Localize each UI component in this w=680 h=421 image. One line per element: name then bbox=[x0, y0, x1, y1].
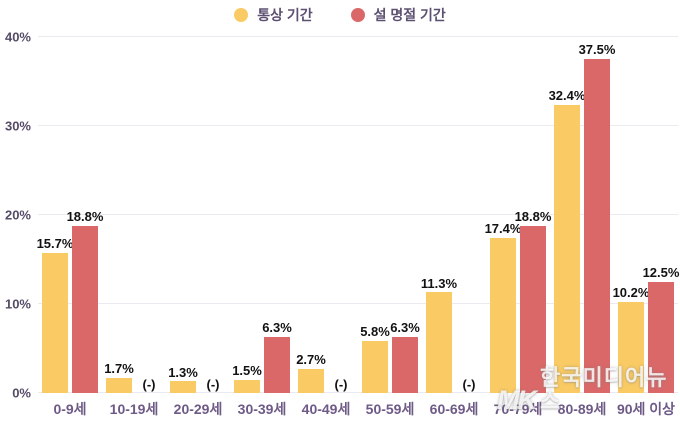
bar-slot: 6.3% bbox=[262, 37, 292, 393]
data-label: 5.8% bbox=[360, 324, 390, 340]
gridline bbox=[38, 392, 678, 393]
bar bbox=[298, 368, 324, 393]
data-label: 12.5% bbox=[642, 264, 680, 280]
missing-value-label: (-) bbox=[462, 377, 476, 392]
legend-item-holiday-period: 설 명절 기간 bbox=[350, 5, 446, 25]
bar-slot: (-) bbox=[200, 37, 226, 393]
bar bbox=[362, 341, 388, 393]
bar bbox=[648, 281, 674, 393]
x-tick-label: 50-59세 bbox=[365, 401, 415, 417]
data-label: 2.7% bbox=[296, 352, 326, 368]
x-tick-label: 60-69세 bbox=[429, 401, 479, 417]
bar bbox=[392, 336, 418, 393]
data-label: 15.7% bbox=[36, 236, 74, 252]
gridline bbox=[38, 303, 678, 304]
x-tick-label: 10-19세 bbox=[109, 401, 159, 417]
data-label: 18.8% bbox=[514, 208, 552, 224]
gridline bbox=[38, 125, 678, 126]
x-tick-label: 20-29세 bbox=[173, 401, 223, 417]
bar bbox=[618, 302, 644, 393]
bar bbox=[520, 225, 546, 393]
data-label: 10.2% bbox=[612, 285, 650, 301]
bar-slot: 18.8% bbox=[67, 37, 103, 393]
bar bbox=[42, 253, 68, 393]
bar-slot: 15.7% bbox=[37, 37, 73, 393]
x-tick-label: 40-49세 bbox=[301, 401, 351, 417]
legend-item-normal-period: 통상 기간 bbox=[234, 5, 313, 25]
bar bbox=[170, 381, 196, 393]
x-tick-label: 90세 이상 bbox=[616, 401, 676, 417]
bar-slot: 11.3% bbox=[421, 37, 457, 393]
bar-slot: 6.3% bbox=[390, 37, 420, 393]
bar-group: 1.5% 6.3% 30-39세 bbox=[230, 37, 294, 417]
missing-value-label: (-) bbox=[142, 377, 156, 392]
gridline bbox=[38, 214, 678, 215]
data-label: 17.4% bbox=[484, 221, 522, 237]
bar bbox=[490, 238, 516, 393]
x-tick-label: 70-79세 bbox=[493, 401, 543, 417]
bar-slot: (-) bbox=[136, 37, 162, 393]
bar bbox=[264, 336, 290, 393]
bar-group: 1.3% (-) 20-29세 bbox=[166, 37, 230, 417]
data-label: 18.8% bbox=[66, 208, 104, 224]
bar-slot: 18.8% bbox=[515, 37, 551, 393]
bar-group: 32.4% 37.5% 80-89세 bbox=[549, 37, 616, 417]
bar-group: 10.2% 12.5% 90세 이상 bbox=[613, 37, 680, 417]
bar bbox=[106, 377, 132, 393]
bar bbox=[72, 225, 98, 393]
y-tick-label: 10% bbox=[4, 296, 31, 312]
missing-value-label: (-) bbox=[334, 377, 348, 392]
bar-slot: 1.7% bbox=[104, 37, 134, 393]
data-label: 6.3% bbox=[390, 320, 420, 335]
y-tick-label: 40% bbox=[4, 29, 31, 45]
data-label: 37.5% bbox=[578, 42, 616, 58]
bar-group: 5.8% 6.3% 50-59세 bbox=[358, 37, 422, 417]
bar-slot: 5.8% bbox=[360, 37, 390, 393]
data-label: 1.5% bbox=[232, 362, 262, 378]
bar-groups: 15.7% 18.8% 0-9세 1.7% (-) 10-19세 1.3% (-) 20-29세… bbox=[37, 37, 680, 417]
bar-slot: 32.4% bbox=[549, 37, 585, 393]
x-tick-label: 80-89세 bbox=[557, 401, 607, 417]
y-tick-label: 30% bbox=[4, 118, 31, 134]
bar bbox=[554, 104, 580, 393]
legend-dot-holiday-period bbox=[350, 8, 365, 22]
bar-slot: 1.3% bbox=[168, 37, 198, 393]
bar-group: 1.7% (-) 10-19세 bbox=[102, 37, 166, 417]
bar-slot: 2.7% bbox=[296, 37, 326, 393]
bar-group: 15.7% 18.8% 0-9세 bbox=[37, 37, 104, 417]
data-label: 1.7% bbox=[104, 360, 134, 376]
legend-label-normal-period: 통상 기간 bbox=[257, 7, 313, 23]
bar-slot: (-) bbox=[456, 37, 482, 393]
bar bbox=[584, 59, 610, 393]
y-tick-label: 20% bbox=[4, 207, 31, 223]
legend-label-holiday-period: 설 명절 기간 bbox=[373, 7, 446, 23]
x-tick-label: 30-39세 bbox=[237, 401, 287, 417]
chart-legend: 통상 기간 설 명절 기간 bbox=[0, 5, 680, 25]
bar-slot: 37.5% bbox=[579, 37, 615, 393]
data-label: 6.3% bbox=[262, 320, 292, 335]
data-label: 32.4% bbox=[548, 87, 586, 103]
y-axis: 0% 10% 20% 30% 40% bbox=[0, 30, 33, 401]
legend-dot-normal-period bbox=[234, 8, 249, 22]
x-tick-label: 0-9세 bbox=[53, 401, 87, 417]
bar-group: 17.4% 18.8% 70-79세 bbox=[485, 37, 552, 417]
gridline bbox=[38, 36, 678, 37]
bar-slot: 10.2% bbox=[613, 37, 649, 393]
bar bbox=[426, 292, 452, 393]
bar-slot: 12.5% bbox=[643, 37, 679, 393]
data-label: 11.3% bbox=[420, 275, 458, 291]
bar-group: 2.7% (-) 40-49세 bbox=[294, 37, 358, 417]
bar-slot: 17.4% bbox=[485, 37, 521, 393]
bar-group: 11.3% (-) 60-69세 bbox=[421, 37, 486, 417]
missing-value-label: (-) bbox=[206, 377, 220, 392]
bar-slot: (-) bbox=[328, 37, 354, 393]
plot-area: 15.7% 18.8% 0-9세 1.7% (-) 10-19세 1.3% (-) 20-29세… bbox=[37, 36, 680, 417]
bar-slot: 1.5% bbox=[232, 37, 262, 393]
bar bbox=[234, 379, 260, 393]
y-tick-label: 0% bbox=[12, 385, 31, 401]
data-label: 1.3% bbox=[168, 364, 198, 380]
